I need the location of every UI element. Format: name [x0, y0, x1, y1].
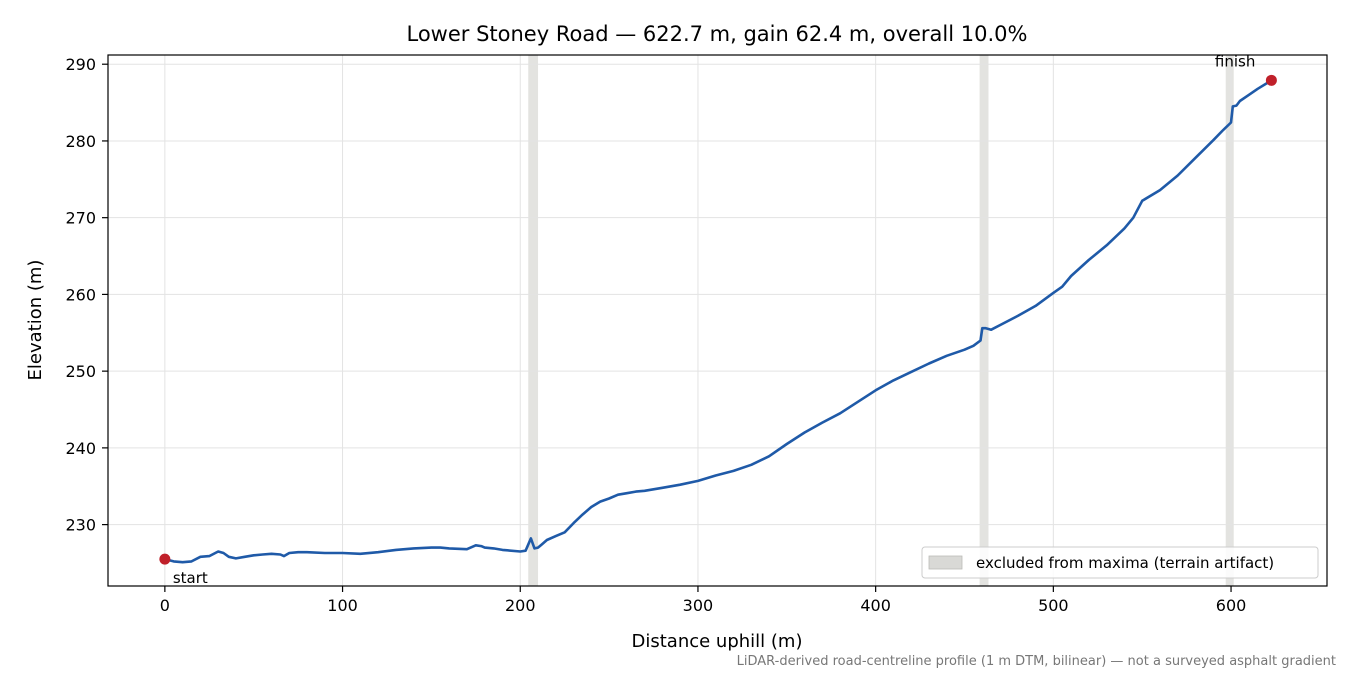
excluded-bands [528, 55, 1234, 586]
legend-box [921, 546, 1319, 579]
elevation-line-0 [163, 79, 1273, 564]
start-label: start [173, 569, 208, 587]
legend-entry-excluded: excluded from maxima (terrain artifact) [976, 554, 1274, 572]
footnote: LiDAR-derived road-centreline profile (1… [737, 654, 1336, 669]
y-tick-label-230: 230 [65, 516, 96, 535]
excluded-band-2 [1225, 55, 1234, 586]
x-tick-label-300: 300 [683, 596, 714, 615]
finish-label: finish [1215, 52, 1255, 70]
y-axis-title: Elevation (m) [25, 260, 46, 381]
x-axis-title: Distance uphill (m) [632, 631, 803, 652]
y-tick-label-280: 280 [65, 132, 96, 151]
y-tick-label-260: 260 [65, 285, 96, 304]
chart-title: Lower Stoney Road — 622.7 m, gain 62.4 m… [407, 22, 1028, 46]
start-marker [159, 553, 171, 565]
x-tick-label-0: 0 [160, 596, 170, 615]
x-tick-label-400: 400 [860, 596, 891, 615]
finish-marker [1265, 74, 1277, 86]
grid [108, 55, 1327, 586]
x-tick-label-200: 200 [505, 596, 536, 615]
series-layer: start finish [159, 52, 1277, 587]
excluded-band-0 [528, 55, 539, 586]
x-tick-label-600: 600 [1216, 596, 1247, 615]
y-tick-label-270: 270 [65, 209, 96, 228]
axis-ticks: 0 100 200 300 400 500 600 230 240 250 260 270 280 290 [65, 55, 1246, 615]
plot-frame [107, 54, 1328, 587]
x-tick-label-100: 100 [327, 596, 358, 615]
x-tick-label-500: 500 [1038, 596, 1069, 615]
excluded-band-1 [979, 55, 989, 586]
legend: excluded from maxima (terrain artifact) [921, 546, 1319, 579]
y-tick-label-240: 240 [65, 439, 96, 458]
y-tick-label-250: 250 [65, 362, 96, 381]
legend-swatch [928, 555, 963, 570]
y-tick-label-290: 290 [65, 55, 96, 74]
